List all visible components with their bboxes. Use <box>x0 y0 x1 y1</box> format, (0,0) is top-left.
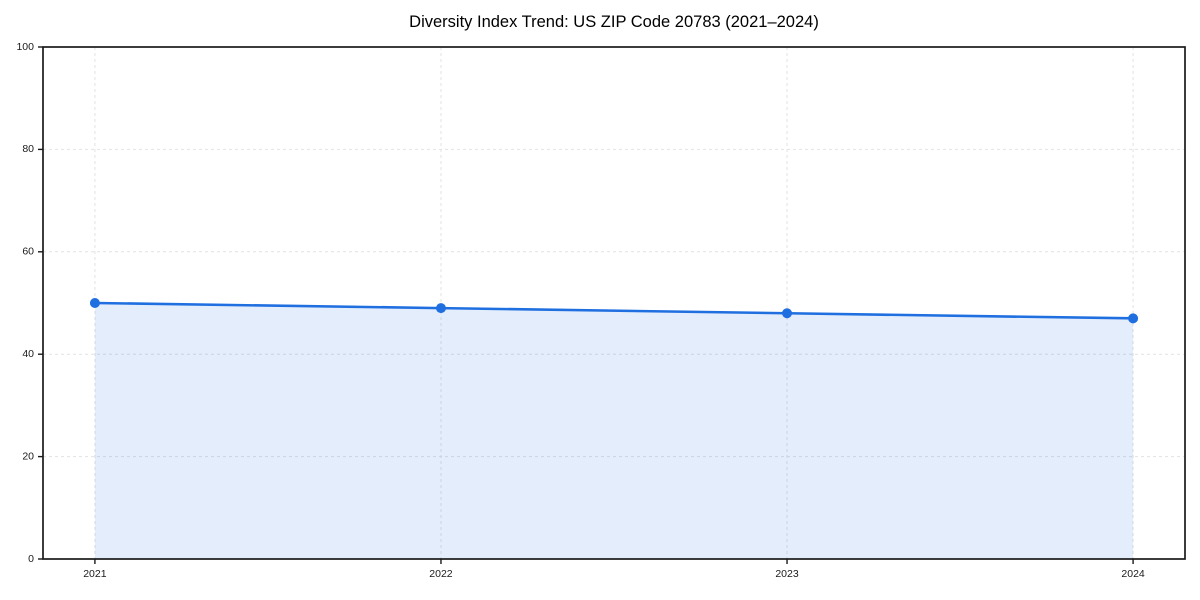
data-point-2021 <box>89 298 100 308</box>
data-point-2022 <box>435 303 446 314</box>
y-tick-label-40: 40 <box>22 348 34 360</box>
x-tick-label-2023: 2023 <box>775 568 799 580</box>
y-tick-label-100: 100 <box>16 41 34 53</box>
data-point-2023 <box>782 308 793 319</box>
y-tick-label-0: 0 <box>28 553 34 565</box>
x-tick-label-2024: 2024 <box>1121 568 1145 580</box>
x-tick-label-2021: 2021 <box>83 568 107 580</box>
plot-spines <box>42 46 1186 560</box>
y-tick-label-60: 60 <box>22 246 34 258</box>
chart-title: Diversity Index Trend: US ZIP Code 20783… <box>409 13 819 31</box>
data-point-2024 <box>1128 313 1139 324</box>
y-tick-label-20: 20 <box>22 450 34 462</box>
y-tick-label-80: 80 <box>22 143 34 155</box>
trend-line <box>93 301 1135 320</box>
area-fill <box>94 303 1134 559</box>
x-tick-label-2022: 2022 <box>429 568 453 580</box>
